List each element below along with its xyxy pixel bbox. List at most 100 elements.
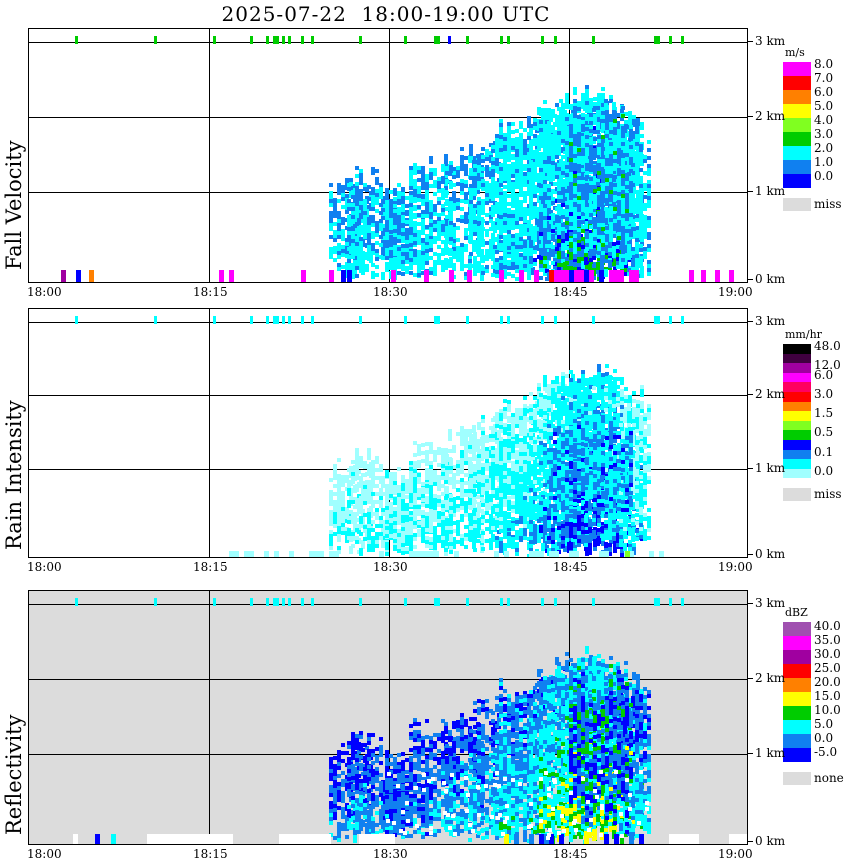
echo-cell — [385, 552, 389, 556]
echo-cell-core — [589, 249, 593, 253]
echo-cell — [577, 107, 581, 111]
ground-clutter-cell — [89, 270, 94, 282]
ground-clutter-cell — [467, 270, 472, 282]
gridline-y-3km — [29, 322, 747, 323]
echo-cell — [381, 276, 385, 280]
echo-cell — [639, 264, 643, 268]
echo-cell — [397, 199, 401, 203]
echo-cell-core — [629, 169, 633, 173]
echo-cell-cloud-top — [266, 316, 269, 324]
ground-clutter-cell — [424, 270, 429, 282]
echo-cell-cloud-top — [250, 316, 253, 324]
gridline-x-1815 — [209, 29, 210, 282]
echo-cell — [359, 269, 363, 273]
echo-cell — [473, 548, 477, 552]
echo-cell — [379, 211, 383, 215]
echo-cell — [543, 144, 547, 148]
echo-cell — [355, 274, 359, 278]
echo-cell — [379, 243, 383, 247]
echo-cell — [511, 122, 515, 126]
echo-cell — [397, 215, 401, 219]
echo-cell — [481, 531, 485, 535]
echo-cell — [477, 526, 481, 530]
echo-cell — [480, 277, 484, 281]
echo-cell — [449, 241, 453, 245]
ground-clutter-cell — [229, 270, 234, 282]
echo-cell — [640, 274, 644, 278]
echo-cell — [543, 100, 547, 104]
echo-cell — [551, 129, 555, 133]
echo-cell-cloud-top — [500, 36, 503, 44]
echo-cell — [409, 266, 413, 270]
echo-cell — [647, 272, 651, 276]
echo-cell — [604, 273, 608, 277]
echo-cell — [397, 183, 401, 187]
echo-cell-cloud-top — [301, 36, 304, 44]
echo-cell — [429, 160, 433, 164]
echo-cell-cloud-top — [466, 36, 469, 44]
ground-clutter-cell — [689, 270, 694, 282]
echo-cell — [413, 197, 417, 201]
echo-cell-cloud-top — [359, 36, 362, 44]
echo-cell — [448, 437, 452, 441]
ground-clutter-cell — [449, 270, 454, 282]
echo-cell — [577, 259, 581, 263]
echo-cell — [433, 172, 437, 176]
echo-cell — [547, 208, 551, 212]
echo-cell — [460, 518, 464, 522]
echo-cell — [596, 110, 600, 114]
echo-cell — [456, 226, 460, 230]
echo-cell-cloud-top — [681, 316, 684, 324]
echo-cell-cloud-top — [75, 316, 78, 324]
echo-cell-core — [601, 255, 605, 259]
echo-cell-cloud-top — [654, 36, 660, 44]
echo-cell — [393, 241, 397, 245]
echo-cell-cloud-top — [592, 36, 595, 44]
gridline-y-3km — [29, 42, 747, 43]
echo-cell — [601, 87, 605, 91]
ground-clutter-cell — [61, 270, 66, 282]
ground-clutter-cell — [619, 270, 624, 282]
echo-cell — [385, 232, 389, 236]
echo-cell — [527, 276, 531, 280]
echo-cell — [449, 185, 453, 189]
echo-cell — [523, 199, 527, 203]
plot-area-rain-intensity[interactable] — [28, 308, 748, 558]
echo-cell — [473, 192, 477, 196]
echo-cell-core — [625, 237, 629, 241]
echo-cell — [417, 205, 421, 209]
echo-cell — [460, 207, 464, 211]
ground-clutter-cell — [391, 270, 396, 282]
echo-cell — [481, 547, 485, 551]
echo-cell-cloud-top — [554, 316, 557, 324]
echo-cell — [441, 268, 445, 272]
plot-area-fall-velocity[interactable] — [28, 28, 748, 283]
echo-cell-cloud-top — [541, 36, 544, 44]
echo-cell-core — [613, 111, 617, 115]
radar-timeheight-figure: 2025-07-22 18:00-19:00 UTC Fall Velocity… — [0, 0, 850, 868]
echo-cell-cloud-top — [681, 36, 684, 44]
echo-cell — [421, 239, 425, 243]
echo-cell — [647, 248, 651, 252]
echo-cell — [551, 253, 555, 257]
echo-cell — [456, 238, 460, 242]
ground-clutter-cell — [347, 270, 352, 282]
echo-cell — [503, 185, 507, 189]
echo-cell — [647, 140, 651, 144]
echo-cell-core — [629, 161, 633, 165]
echo-cell — [375, 265, 379, 269]
echo-cell-cloud-top — [282, 36, 285, 44]
echo-cell — [635, 134, 639, 138]
echo-cell-core — [589, 129, 593, 133]
echo-cell-cloud-top — [154, 36, 157, 44]
echo-cell — [485, 233, 489, 237]
echo-cell-cloud-top — [282, 316, 285, 324]
echo-cell — [429, 271, 433, 275]
echo-cell-cloud-top — [434, 316, 440, 324]
ground-clutter-cell — [219, 270, 224, 282]
echo-cell-core — [621, 258, 625, 262]
echo-cell — [449, 261, 453, 265]
echo-cell — [452, 449, 456, 453]
echo-cell-cloud-top — [250, 36, 253, 44]
echo-cell-cloud-top — [500, 316, 503, 324]
